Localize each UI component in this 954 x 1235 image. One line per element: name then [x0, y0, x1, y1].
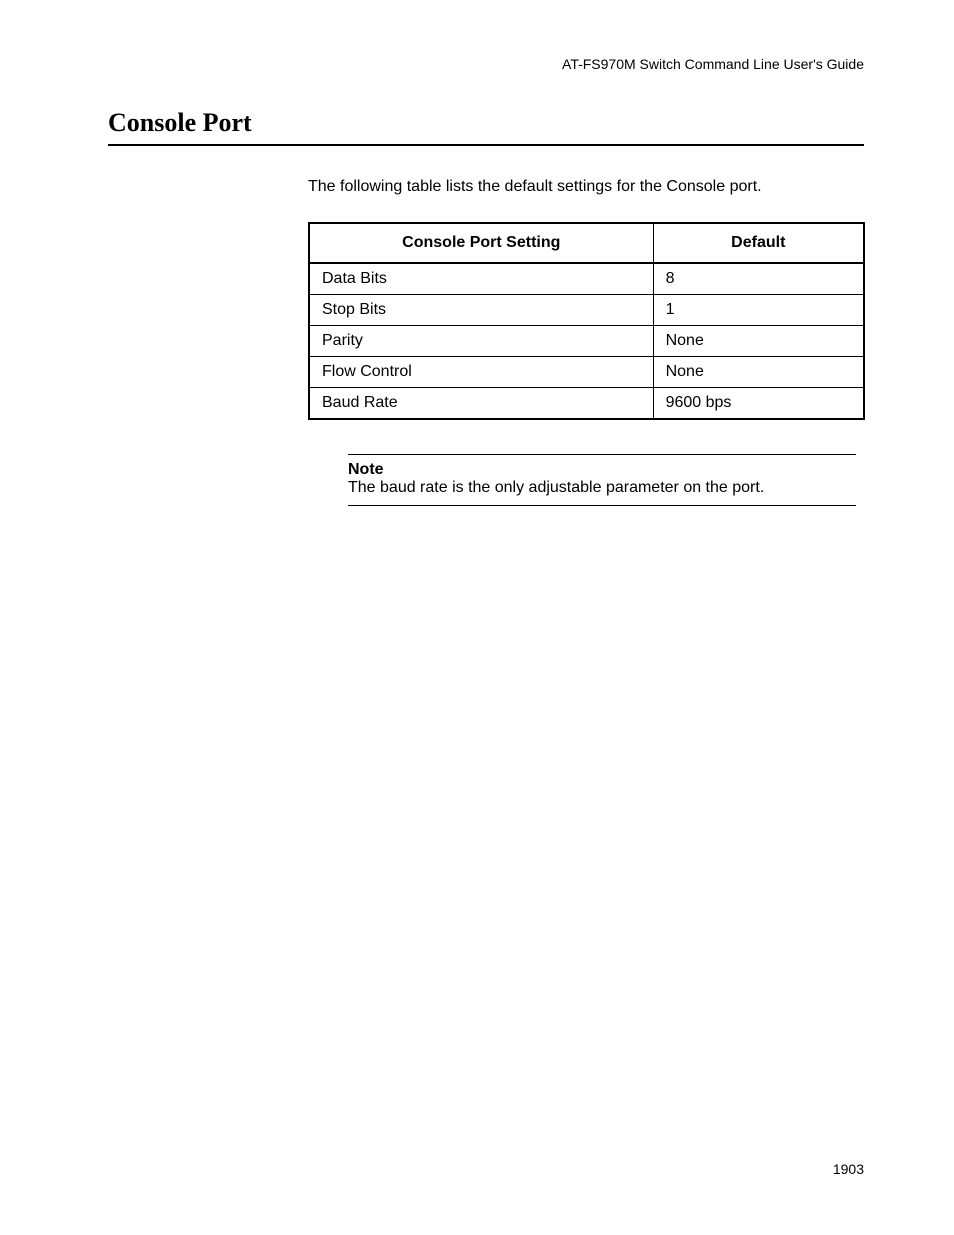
note-label: Note	[348, 461, 856, 479]
note-text: The baud rate is the only adjustable par…	[348, 479, 856, 497]
document-header: AT-FS970M Switch Command Line User's Gui…	[562, 56, 864, 72]
table-cell-setting: Stop Bits	[309, 295, 653, 326]
table-header-setting: Console Port Setting	[309, 223, 653, 263]
table-row: Parity None	[309, 326, 864, 357]
table-cell-default: None	[653, 326, 864, 357]
table-row: Data Bits 8	[309, 263, 864, 295]
table-row: Stop Bits 1	[309, 295, 864, 326]
table-cell-default: 1	[653, 295, 864, 326]
console-port-settings-table: Console Port Setting Default Data Bits 8…	[308, 222, 865, 420]
table-header-row: Console Port Setting Default	[309, 223, 864, 263]
table-cell-setting: Baud Rate	[309, 388, 653, 420]
intro-paragraph: The following table lists the default se…	[308, 178, 762, 196]
table-cell-setting: Flow Control	[309, 357, 653, 388]
table-cell-default: 9600 bps	[653, 388, 864, 420]
page-number: 1903	[833, 1161, 864, 1177]
table-header-default: Default	[653, 223, 864, 263]
table-cell-setting: Data Bits	[309, 263, 653, 295]
note-block: Note The baud rate is the only adjustabl…	[348, 454, 856, 506]
table-cell-setting: Parity	[309, 326, 653, 357]
section-heading: Console Port	[108, 108, 864, 146]
table-cell-default: 8	[653, 263, 864, 295]
table-row: Flow Control None	[309, 357, 864, 388]
table-cell-default: None	[653, 357, 864, 388]
table-row: Baud Rate 9600 bps	[309, 388, 864, 420]
